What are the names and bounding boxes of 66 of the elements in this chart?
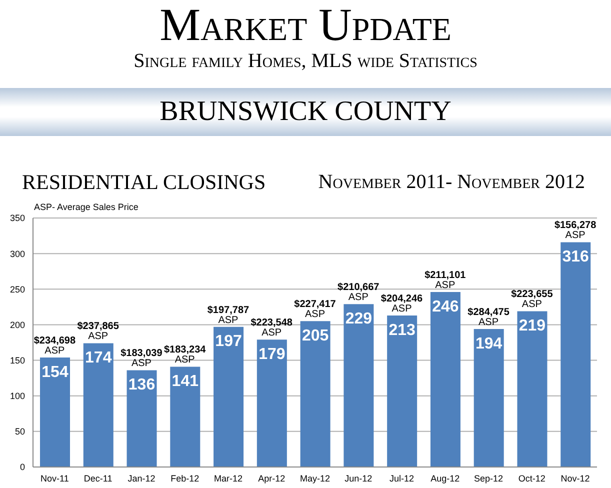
annotation: $227,417 ASP bbox=[294, 299, 336, 320]
bar bbox=[430, 292, 460, 467]
data-label: 205 bbox=[302, 328, 329, 345]
bar bbox=[126, 370, 157, 467]
data-label: 174 bbox=[85, 350, 112, 367]
data-label: 213 bbox=[388, 322, 416, 339]
bar bbox=[517, 311, 548, 467]
bar bbox=[256, 340, 287, 467]
data-label: 197 bbox=[215, 333, 242, 350]
bar bbox=[560, 242, 591, 467]
data-label: 229 bbox=[345, 310, 372, 328]
x-tick-label: Nov-12 bbox=[560, 473, 590, 484]
bar bbox=[83, 343, 114, 467]
data-label: 179 bbox=[258, 346, 286, 364]
data-label: 136 bbox=[128, 376, 156, 394]
y-tick-label: 350 bbox=[10, 213, 25, 224]
annotation: $211,101 ASP bbox=[424, 270, 466, 291]
x-tick-label: Jun-12 bbox=[344, 473, 372, 484]
data-label: 141 bbox=[172, 373, 199, 390]
annotation: $197,787 ASP bbox=[207, 304, 250, 326]
y-tick-label: 300 bbox=[10, 248, 25, 259]
annotation: $183,234 ASP bbox=[164, 344, 206, 366]
annotation: $237,865 ASP bbox=[77, 321, 120, 342]
bar bbox=[344, 304, 374, 467]
y-tick-label: 150 bbox=[10, 355, 25, 366]
annotation: $210,667 ASP bbox=[338, 282, 380, 304]
y-tick-label: 0 bbox=[20, 462, 25, 472]
text: ASP- Average Sales Price bbox=[34, 201, 138, 213]
y-tick-label: 200 bbox=[10, 320, 25, 330]
annotation: $204,246 ASP bbox=[380, 293, 424, 314]
data-label: 219 bbox=[518, 318, 546, 335]
bar bbox=[474, 328, 504, 467]
bar bbox=[387, 315, 418, 467]
chart-title: Market Update bbox=[158, 0, 452, 50]
bar bbox=[170, 366, 200, 467]
text: November 2011- November 2012 bbox=[318, 170, 585, 194]
x-tick-label: Feb-12 bbox=[170, 473, 200, 484]
y-tick-label: 250 bbox=[10, 284, 25, 294]
x-tick-label: May-12 bbox=[300, 473, 330, 484]
text: BRUNSWICK COUNTY bbox=[158, 96, 452, 128]
x-tick-label: Oct-12 bbox=[518, 473, 546, 484]
chart-subtitle: Single family Homes, MLS wide Statistics bbox=[132, 50, 478, 72]
y-tick-label: 100 bbox=[10, 391, 25, 402]
x-tick-label: Apr-12 bbox=[258, 473, 286, 484]
x-tick-label: Aug-12 bbox=[430, 473, 460, 484]
bar bbox=[40, 357, 70, 467]
x-tick-label: Sep-12 bbox=[474, 473, 504, 484]
x-tick-label: Jul-12 bbox=[390, 473, 414, 484]
x-tick-label: Nov-11 bbox=[40, 473, 69, 484]
bar bbox=[300, 321, 330, 467]
annotation: $183,039 ASP bbox=[120, 348, 163, 370]
annotation: $284,475 ASP bbox=[468, 306, 510, 328]
text: RESIDENTIAL CLOSINGS bbox=[22, 170, 266, 194]
x-tick-label: Jan-12 bbox=[128, 473, 156, 484]
x-tick-label: Mar-12 bbox=[214, 473, 242, 484]
annotation: $234,698 ASP bbox=[34, 335, 76, 356]
annotation: $223,655 ASP bbox=[511, 289, 554, 310]
x-tick-label: Dec-11 bbox=[84, 473, 112, 484]
data-label: 194 bbox=[475, 335, 502, 352]
data-label: 316 bbox=[562, 248, 590, 266]
annotation: $223,548 ASP bbox=[250, 318, 293, 339]
y-tick-label: 50 bbox=[14, 426, 25, 437]
data-label: 154 bbox=[42, 364, 68, 381]
annotation: $156,278 ASP bbox=[554, 220, 597, 242]
data-label: 246 bbox=[432, 298, 459, 316]
bar bbox=[214, 326, 244, 467]
